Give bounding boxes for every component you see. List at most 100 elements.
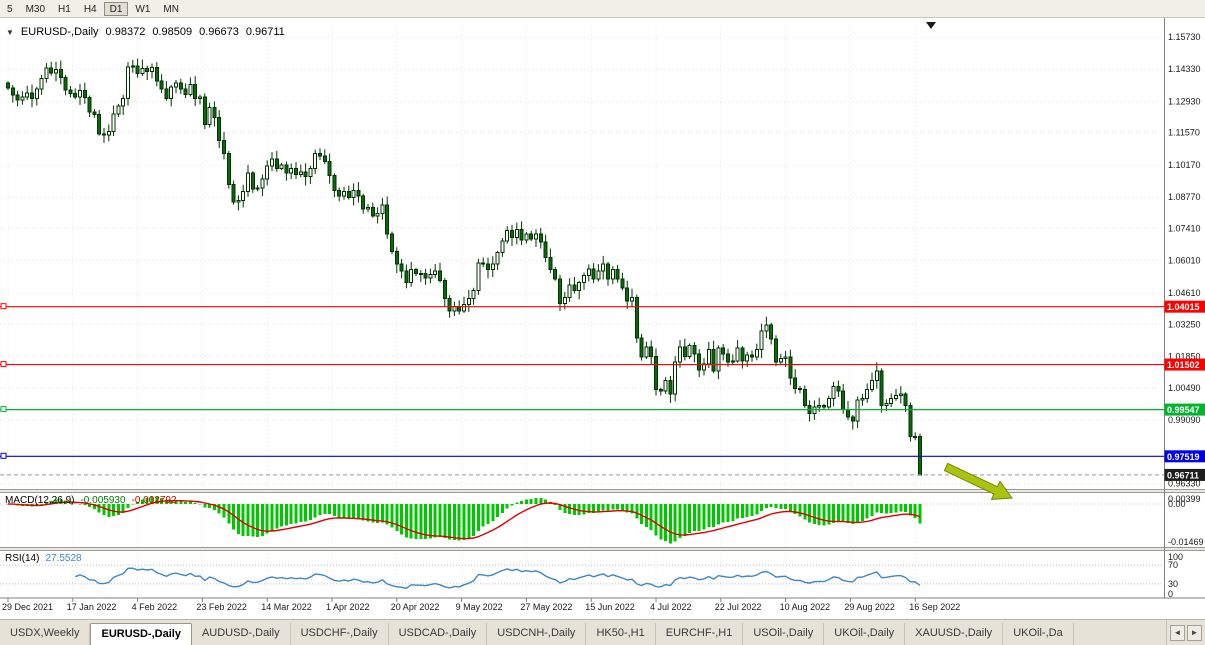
timeframe-button-m30[interactable]: M30 [20, 2, 51, 16]
line-handle[interactable] [0, 406, 7, 413]
candle [831, 381, 836, 407]
candle [668, 375, 673, 403]
candle [322, 149, 327, 165]
candle [889, 393, 894, 408]
price-badge [1164, 403, 1205, 416]
candle [678, 340, 682, 368]
y-axis-label: 1.11570 [1168, 128, 1200, 138]
candle [826, 395, 831, 409]
chart-tab-usdcad-daily[interactable]: USDCAD-,Daily [389, 623, 488, 645]
chart-tab-eurchf-h1[interactable]: EURCHF-,H1 [656, 623, 744, 645]
candle [39, 74, 44, 95]
timeframe-button-mn[interactable]: MN [157, 2, 185, 16]
chart-tab-xauusd-daily[interactable]: XAUUSD-,Daily [905, 623, 1004, 645]
chart-window[interactable]: 29 Dec 2021 17 Jan 2022 4 Feb 2022 23 Feb 2… [0, 18, 1205, 618]
candle [327, 153, 332, 184]
chart-tab-usoil-daily[interactable]: USOil-,Daily [743, 623, 825, 645]
y-axis-label: 1.15730 [1168, 32, 1201, 42]
candle [865, 383, 870, 403]
grid-layer [0, 26, 1164, 598]
macd-main-value: -0.005930 [80, 495, 126, 506]
candle [793, 369, 798, 394]
candle [82, 82, 87, 104]
candle [231, 180, 236, 205]
chart-tab-usdcnh-daily[interactable]: USDCNH-,Daily [487, 623, 587, 645]
candle [601, 255, 606, 280]
x-axis-label: 17 Jan 2022 [67, 602, 117, 612]
candle [548, 248, 553, 274]
macd-axis-label: 0.00399 [1168, 494, 1201, 504]
x-axis-label: 29 Aug 2022 [844, 602, 895, 612]
candle [591, 263, 596, 284]
timeframe-button-h1[interactable]: H1 [52, 2, 77, 16]
timeframe-button-w1[interactable]: W1 [129, 2, 156, 16]
price-chart[interactable]: 29 Dec 2021 17 Jan 2022 4 Feb 2022 23 Feb 2… [0, 18, 1205, 618]
y-axis-label: 1.08770 [1168, 192, 1201, 202]
macd-panel [0, 496, 1164, 544]
candle [68, 86, 73, 98]
candle [44, 63, 49, 83]
candle [394, 247, 399, 274]
x-axis-label: 1 Apr 2022 [326, 602, 370, 612]
candle [879, 368, 884, 413]
chart-tab-ukoil-da[interactable]: UKOil-,Da [1003, 623, 1074, 645]
rsi-panel-label: RSI(14) 27.5528 [5, 553, 82, 564]
price-badge-label: 0.99547 [1167, 405, 1200, 415]
y-axis-label: 1.04610 [1168, 288, 1201, 298]
candle [10, 85, 15, 103]
candle [270, 152, 274, 171]
macd-axis-label: -0.01469 [1168, 537, 1204, 547]
rsi-indicator-name: RSI(14) [5, 553, 40, 564]
candle [471, 287, 476, 305]
candle [346, 185, 351, 200]
rsi-axis-label: 70 [1168, 560, 1178, 570]
chart-tab-audusd-daily[interactable]: AUDUSD-,Daily [192, 623, 291, 645]
candle [111, 105, 116, 137]
annotations-layer [926, 22, 1013, 500]
line-handle[interactable] [0, 361, 7, 368]
chart-shift-marker-icon[interactable] [926, 22, 936, 29]
candle [73, 88, 78, 100]
chart-symbol-period: EURUSD-,Daily [20, 26, 99, 38]
candle [634, 294, 639, 343]
chart-tab-ukoil-daily[interactable]: UKOil-,Daily [824, 623, 906, 645]
tab-scroll-right-button[interactable]: ► [1187, 624, 1202, 641]
chart-tab-usdx-weekly[interactable]: USDX,Weekly [0, 623, 91, 645]
chart-tab-hk50-h1[interactable]: HK50-,H1 [586, 623, 656, 645]
candle [250, 171, 255, 193]
chart-dropdown-icon[interactable]: ▼ [6, 27, 14, 37]
candle [860, 393, 865, 406]
candle [126, 62, 130, 106]
candle [625, 280, 630, 310]
candle [740, 346, 745, 369]
candle [510, 224, 514, 246]
candle [658, 387, 663, 396]
candle [918, 433, 922, 476]
timeframe-button-d1[interactable]: D1 [103, 1, 129, 16]
candle [649, 340, 654, 364]
candle [106, 124, 111, 142]
candle [836, 380, 841, 397]
ohlc-close-value: 0.96711 [245, 26, 285, 38]
arrow-annotation[interactable] [943, 462, 1013, 500]
y-axis-label: 0.96330 [1168, 479, 1201, 489]
chart-tab-usdchf-daily[interactable]: USDCHF-,Daily [291, 623, 389, 645]
timeframe-button-5[interactable]: 5 [1, 2, 19, 16]
candle [481, 257, 486, 268]
candle [6, 81, 10, 91]
candle [375, 207, 380, 224]
candle [63, 74, 68, 96]
tab-scroll-left-button[interactable]: ◄ [1170, 624, 1185, 641]
timeframe-button-h4[interactable]: H4 [78, 2, 103, 16]
candle [754, 343, 759, 361]
chart-tab-eurusd-daily[interactable]: EURUSD-,Daily [90, 623, 192, 645]
rsi-axis-label: 100 [1168, 552, 1183, 562]
line-handle[interactable] [0, 303, 7, 310]
x-axis-label: 27 May 2022 [520, 602, 572, 612]
candle [222, 131, 226, 160]
candle [538, 228, 543, 249]
candle [534, 229, 538, 247]
candle [294, 162, 298, 179]
line-handle[interactable] [0, 452, 7, 459]
candle [798, 385, 802, 394]
